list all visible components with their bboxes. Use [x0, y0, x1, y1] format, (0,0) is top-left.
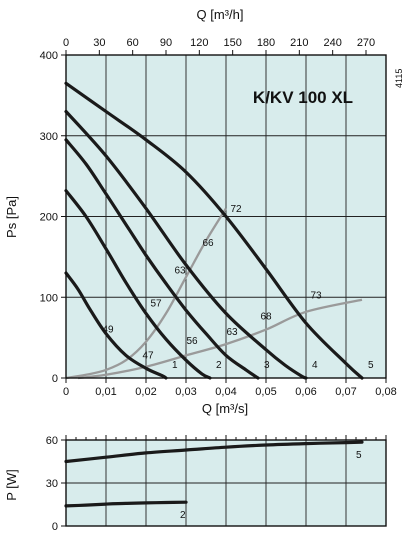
sound-level-label: 49 [102, 325, 114, 336]
power-y-tick-label: 60 [46, 435, 58, 447]
power-y-tick-label: 0 [52, 521, 58, 533]
sound-level-label: 56 [186, 336, 198, 347]
side-code-label: 4115 [394, 69, 404, 88]
y-tick-label: 400 [40, 50, 58, 62]
x-tick-label: 0,06 [295, 386, 316, 398]
x2-tick-label: 240 [323, 37, 341, 49]
x-axis-title: Q [m³/s] [202, 401, 248, 416]
fan-curves: 1 2 3 4 5 [64, 81, 374, 380]
power-y-axis-title: P [W] [4, 469, 19, 501]
x-tick-label: 0,07 [335, 386, 356, 398]
x2-tick-label: 210 [290, 37, 308, 49]
y-tick-label: 200 [40, 212, 58, 224]
fan-curve-label-1: 1 [172, 360, 178, 371]
fan-curve-label-2: 2 [216, 360, 222, 371]
fan-curve-label-4: 4 [312, 360, 318, 371]
x-tick-label: 0,04 [215, 386, 236, 398]
x2-tick-label: 270 [357, 37, 375, 49]
x2-tick-label: 180 [257, 37, 275, 49]
fan-curve-3 [64, 138, 260, 380]
pressure-flow-chart: 1 2 3 4 5 0 0,01 0,02 0,03 0,04 0,05 0,06 0,07 0,08 0… [4, 7, 404, 416]
power-curve-5 [64, 440, 364, 464]
power-curves: 52 [64, 440, 364, 521]
x2-tick-label: 150 [223, 37, 241, 49]
x2-tick-label: 90 [160, 37, 172, 49]
sound-level-label: 68 [260, 312, 272, 323]
fan-curve-5 [64, 81, 364, 380]
annotations: 49 47 57 56 63 66 63 68 72 73 [102, 204, 322, 361]
main-ticks: 0 0,01 0,02 0,03 0,04 0,05 0,06 0,07 0,080 30 60 90… [40, 37, 397, 398]
y-tick-label: 300 [40, 131, 58, 143]
y-tick-label: 0 [52, 373, 58, 385]
power-ticks: 0 30 60 [46, 435, 387, 533]
power-y-tick-label: 30 [46, 478, 58, 490]
power-curve-label-5: 5 [356, 450, 362, 461]
sound-level-label: 73 [310, 291, 322, 302]
system-curves [65, 207, 363, 380]
x-tick-label: 0,02 [135, 386, 156, 398]
sound-level-label: 66 [202, 238, 214, 249]
top-axis-title: Q [m³/h] [197, 7, 244, 22]
sound-level-label: 63 [174, 266, 186, 277]
fan-curve-label-3: 3 [264, 360, 270, 371]
power-curve-2 [64, 500, 188, 508]
power-curve-label-2: 2 [180, 510, 186, 521]
x2-tick-label: 0 [63, 37, 69, 49]
sound-level-label: 63 [226, 327, 238, 338]
x-tick-label: 0,01 [95, 386, 116, 398]
fan-curve-label-5: 5 [368, 360, 374, 371]
sound-level-label: 57 [150, 299, 162, 310]
sound-level-label: 72 [230, 204, 242, 215]
x2-tick-label: 60 [127, 37, 139, 49]
x-tick-label: 0,08 [375, 386, 396, 398]
y-tick-label: 100 [40, 292, 58, 304]
x-tick-label: 0,03 [175, 386, 196, 398]
x2-tick-label: 30 [93, 37, 105, 49]
system-curve-2 [77, 298, 363, 380]
x2-tick-label: 120 [190, 37, 208, 49]
fan-curve-1 [64, 271, 168, 380]
x-tick-label: 0,05 [255, 386, 276, 398]
fan-curve-2 [64, 189, 212, 380]
system-curve-1 [65, 207, 227, 380]
x-tick-label: 0 [63, 386, 69, 398]
sound-level-label: 47 [142, 350, 154, 361]
chart-title: K/KV 100 XL [253, 88, 353, 107]
fan-curve-4 [64, 109, 308, 380]
y-axis-title: Ps [Pa] [4, 196, 19, 238]
